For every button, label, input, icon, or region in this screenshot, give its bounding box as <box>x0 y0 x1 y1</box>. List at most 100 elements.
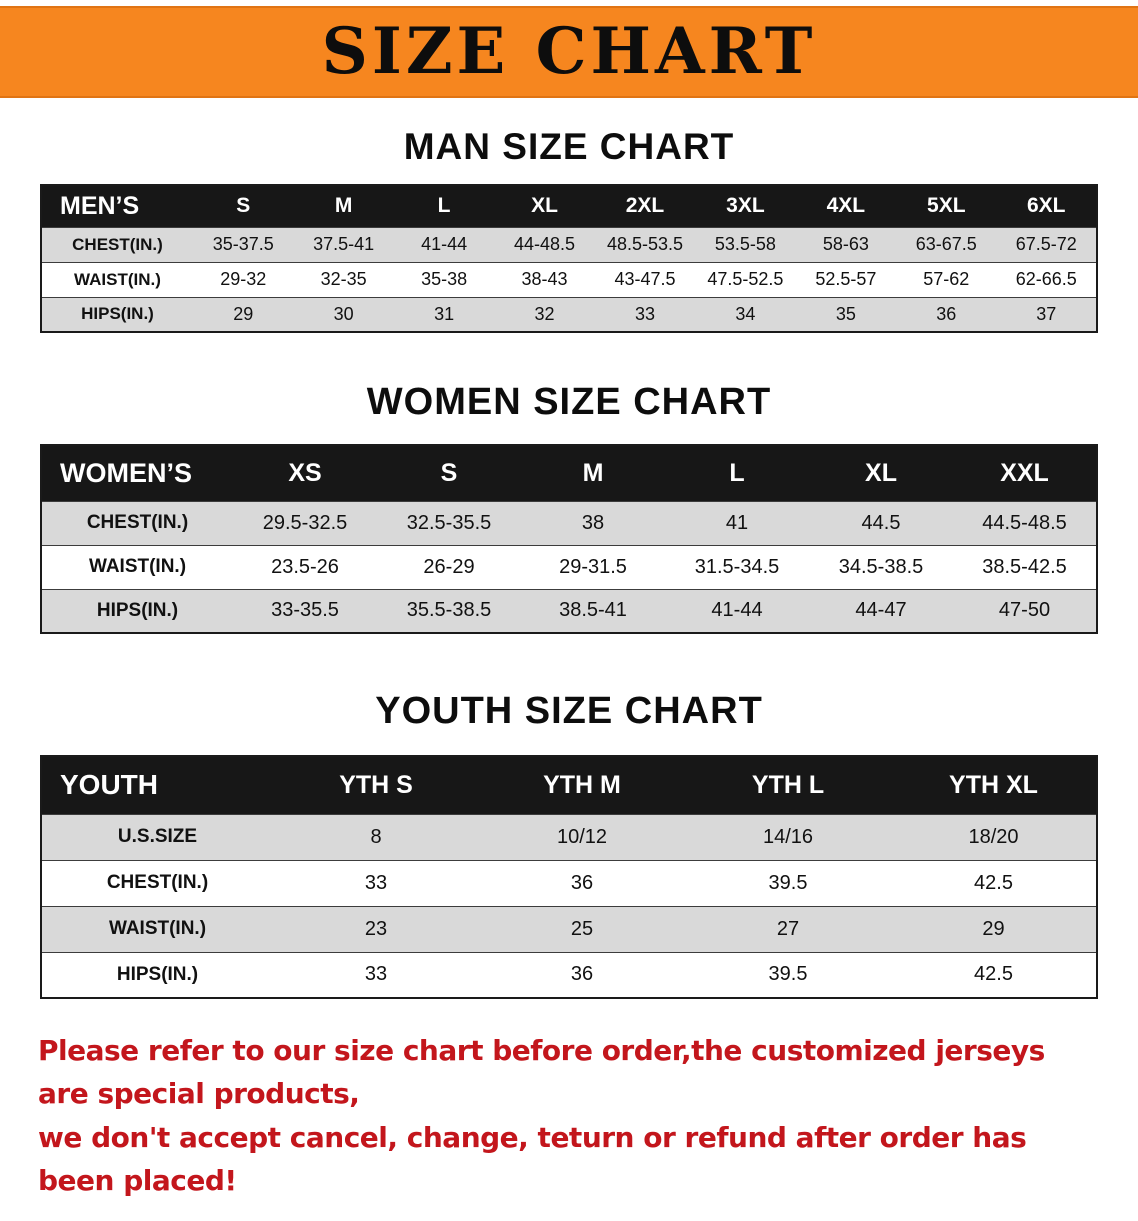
women-size-chart-section: WOMEN SIZE CHART WOMEN’S XS S M L XL XXL CHEST(I… <box>0 381 1138 634</box>
size-value-cell: 42.5 <box>891 951 1097 998</box>
women-size-chart-heading: WOMEN SIZE CHART <box>366 381 772 423</box>
row-label: WAIST(IN.) <box>41 261 193 297</box>
table-row: HIPS(IN.) 33 36 39.5 42.5 <box>41 951 1097 998</box>
size-column-header: YTH L <box>685 756 891 814</box>
size-value-cell: 29-32 <box>193 261 294 297</box>
size-value-cell: 44.5-48.5 <box>953 500 1097 545</box>
size-value-cell: 33 <box>273 951 479 998</box>
size-column-header: XS <box>233 445 377 501</box>
size-value-cell: 38.5-42.5 <box>953 544 1097 589</box>
row-label: WAIST(IN.) <box>41 905 273 952</box>
size-value-cell: 41-44 <box>393 226 495 262</box>
size-value-cell: 30 <box>293 296 394 332</box>
size-value-cell: 41-44 <box>665 588 809 633</box>
size-column-header: XL <box>494 185 595 227</box>
size-column-header: L <box>665 445 809 501</box>
disclaimer-line-1: Please refer to our size chart before or… <box>38 1034 1045 1111</box>
row-label: CHEST(IN.) <box>41 226 193 262</box>
size-column-header: XL <box>809 445 953 501</box>
size-value-cell: 8 <box>273 813 479 860</box>
size-value-cell: 23 <box>273 905 479 952</box>
size-value-cell: 34 <box>695 296 796 332</box>
size-value-cell: 31 <box>393 296 495 332</box>
size-value-cell: 23.5-26 <box>233 544 377 589</box>
youth-size-chart-table: YOUTH YTH S YTH M YTH L YTH XL U.S.SIZE 8 10/12… <box>40 755 1098 999</box>
size-value-cell: 32 <box>494 296 595 332</box>
table-row: HIPS(IN.) 29 30 31 32 33 34 35 36 37 <box>41 296 1097 332</box>
size-value-cell: 29-31.5 <box>521 544 665 589</box>
size-value-cell: 35 <box>795 296 897 332</box>
banner: SIZE CHART <box>0 6 1138 98</box>
table-row: CHEST(IN.) 35-37.5 37.5-41 41-44 44-48.5 48.5… <box>41 226 1097 262</box>
table-header-row: WOMEN’S XS S M L XL XXL <box>41 445 1097 501</box>
table-row: WAIST(IN.) 23 25 27 29 <box>41 905 1097 952</box>
size-value-cell: 42.5 <box>891 859 1097 906</box>
size-value-cell: 44.5 <box>809 500 953 545</box>
size-value-cell: 35.5-38.5 <box>377 588 521 633</box>
size-value-cell: 27 <box>685 905 891 952</box>
size-value-cell: 36 <box>896 296 997 332</box>
size-value-cell: 39.5 <box>685 859 891 906</box>
table-row: CHEST(IN.) 29.5-32.5 32.5-35.5 38 41 44.5 44.5… <box>41 500 1097 545</box>
size-value-cell: 33 <box>273 859 479 906</box>
size-column-header: S <box>193 185 294 227</box>
size-value-cell: 37 <box>996 296 1097 332</box>
size-value-cell: 63-67.5 <box>896 226 997 262</box>
size-column-header: M <box>293 185 394 227</box>
size-column-header: S <box>377 445 521 501</box>
size-column-header: 5XL <box>896 185 997 227</box>
table-title-cell: MEN’S <box>41 185 193 227</box>
table-row: U.S.SIZE 8 10/12 14/16 18/20 <box>41 813 1097 860</box>
women-size-chart-table: WOMEN’S XS S M L XL XXL CHEST(IN.) 29.5-32.5 32.5… <box>40 444 1098 634</box>
size-value-cell: 53.5-58 <box>695 226 796 262</box>
row-label: HIPS(IN.) <box>41 951 273 998</box>
disclaimer-line-2: we don't accept cancel, change, teturn o… <box>38 1120 1027 1198</box>
size-value-cell: 36 <box>479 859 685 906</box>
size-value-cell: 41 <box>665 500 809 545</box>
size-value-cell: 67.5-72 <box>996 226 1097 262</box>
size-value-cell: 31.5-34.5 <box>665 544 809 589</box>
size-column-header: XXL <box>953 445 1097 501</box>
size-value-cell: 33 <box>594 296 696 332</box>
table-row: WAIST(IN.) 29-32 32-35 35-38 38-43 43-47.5 47.… <box>41 261 1097 297</box>
row-label: WAIST(IN.) <box>41 544 233 589</box>
size-value-cell: 37.5-41 <box>293 226 394 262</box>
table-row: CHEST(IN.) 33 36 39.5 42.5 <box>41 859 1097 906</box>
size-value-cell: 29.5-32.5 <box>233 500 377 545</box>
table-header-row: YOUTH YTH S YTH M YTH L YTH XL <box>41 756 1097 814</box>
youth-size-chart-section: YOUTH SIZE CHART YOUTH YTH S YTH M YTH L YTH … <box>0 690 1138 999</box>
size-column-header: L <box>393 185 495 227</box>
size-value-cell: 35-37.5 <box>193 226 294 262</box>
table-header-row: MEN’S S M L XL 2XL 3XL 4XL 5XL 6XL <box>41 185 1097 227</box>
size-value-cell: 44-48.5 <box>494 226 595 262</box>
size-value-cell: 10/12 <box>479 813 685 860</box>
size-value-cell: 48.5-53.5 <box>594 226 696 262</box>
size-value-cell: 43-47.5 <box>594 261 696 297</box>
size-value-cell: 47.5-52.5 <box>695 261 796 297</box>
size-value-cell: 35-38 <box>393 261 495 297</box>
size-column-header: YTH XL <box>891 756 1097 814</box>
youth-size-chart-heading: YOUTH SIZE CHART <box>375 690 763 732</box>
row-label: HIPS(IN.) <box>41 296 193 332</box>
row-label: CHEST(IN.) <box>41 500 233 545</box>
charts-container: MAN SIZE CHART MEN’S S M L XL 2XL 3XL 4XL 5XL 6XL C… <box>0 126 1138 999</box>
size-value-cell: 34.5-38.5 <box>809 544 953 589</box>
size-value-cell: 26-29 <box>377 544 521 589</box>
size-value-cell: 32-35 <box>293 261 394 297</box>
size-column-header: 4XL <box>795 185 897 227</box>
size-column-header: 2XL <box>594 185 696 227</box>
size-column-header: YTH S <box>273 756 479 814</box>
size-value-cell: 39.5 <box>685 951 891 998</box>
table-row: HIPS(IN.) 33-35.5 35.5-38.5 38.5-41 41-44 44-… <box>41 588 1097 633</box>
size-column-header: M <box>521 445 665 501</box>
men-size-chart-section: MAN SIZE CHART MEN’S S M L XL 2XL 3XL 4XL 5XL 6XL C… <box>0 126 1138 333</box>
table-title-cell: WOMEN’S <box>41 445 233 501</box>
size-value-cell: 14/16 <box>685 813 891 860</box>
size-value-cell: 36 <box>479 951 685 998</box>
size-value-cell: 62-66.5 <box>996 261 1097 297</box>
page-title: SIZE CHART <box>321 14 817 89</box>
row-label: U.S.SIZE <box>41 813 273 860</box>
size-value-cell: 47-50 <box>953 588 1097 633</box>
men-size-chart-heading: MAN SIZE CHART <box>403 126 735 167</box>
size-column-header: 6XL <box>996 185 1097 227</box>
